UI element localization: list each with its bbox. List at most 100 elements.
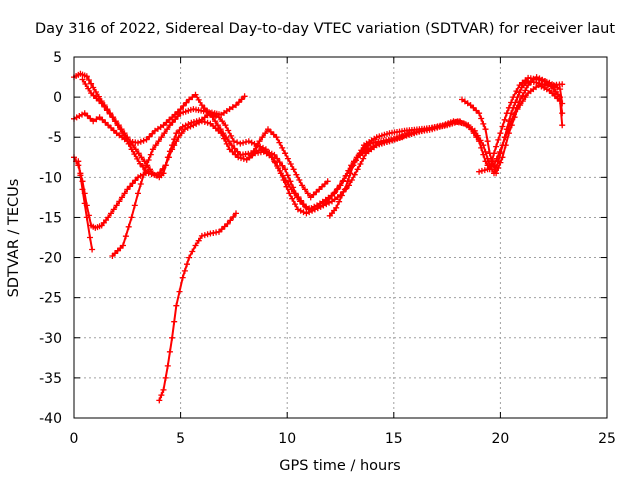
data-point [171, 142, 178, 149]
data-point [151, 171, 158, 178]
data-point [84, 112, 91, 119]
data-point [240, 139, 247, 146]
data-point [358, 147, 365, 154]
data-point [226, 106, 233, 113]
data-point [90, 84, 97, 91]
data-point [101, 103, 108, 110]
data-point [478, 115, 485, 122]
data-point [119, 194, 125, 201]
data-series [71, 70, 566, 404]
y-tick-label: -5 [48, 130, 62, 146]
data-point [347, 170, 354, 177]
data-point [120, 130, 126, 137]
data-point [481, 167, 488, 174]
data-point [274, 155, 281, 162]
data-point [476, 110, 483, 117]
data-point [311, 206, 318, 213]
data-point [557, 94, 564, 101]
data-point [85, 85, 92, 92]
series-arc-f [109, 93, 248, 259]
data-point [286, 190, 293, 197]
data-point [164, 126, 171, 133]
data-point [173, 138, 180, 145]
data-point [256, 138, 263, 145]
data-point [159, 165, 166, 172]
data-point [480, 151, 487, 158]
data-point [499, 154, 506, 161]
data-point [106, 110, 113, 117]
data-point [516, 89, 523, 96]
data-point [75, 158, 82, 165]
data-point [302, 186, 308, 193]
data-point [90, 118, 97, 125]
data-point [85, 77, 92, 83]
data-point [287, 178, 294, 185]
y-tick-label: -10 [39, 170, 62, 186]
data-point [460, 120, 467, 127]
data-point [130, 142, 136, 149]
data-point [310, 191, 317, 198]
data-point [468, 126, 475, 133]
data-point [121, 190, 128, 197]
data-point [135, 190, 141, 197]
data-point [135, 150, 142, 157]
data-point [176, 288, 183, 295]
chart-title: Day 316 of 2022, Sidereal Day-to-day VTE… [35, 21, 615, 37]
data-point [297, 207, 304, 214]
data-point [493, 143, 500, 150]
data-point [319, 183, 325, 190]
y-tick-label: 5 [53, 50, 62, 66]
data-point [166, 122, 173, 129]
data-point [293, 171, 300, 178]
data-point [482, 158, 489, 165]
data-point [277, 170, 284, 177]
data-point [204, 119, 211, 126]
data-point [143, 136, 150, 143]
data-point [399, 134, 406, 141]
data-point [501, 116, 508, 123]
data-point [176, 127, 183, 133]
data-point [228, 132, 235, 139]
data-point [131, 151, 138, 158]
data-point [224, 220, 231, 227]
data-point [192, 242, 199, 249]
data-point [233, 102, 239, 109]
data-point [283, 183, 290, 190]
data-point [77, 172, 84, 179]
data-point [354, 166, 361, 173]
data-point [326, 199, 333, 206]
data-point [122, 135, 129, 142]
x-tick-label: 0 [70, 431, 79, 447]
series-trace [158, 212, 237, 402]
data-point [81, 200, 88, 207]
data-point [198, 102, 205, 109]
data-point [218, 226, 225, 233]
data-point [357, 161, 364, 167]
data-point [306, 209, 313, 216]
data-point [112, 118, 118, 125]
data-point [120, 242, 126, 249]
data-point [175, 134, 182, 141]
data-point [186, 96, 193, 103]
data-point [162, 162, 169, 169]
data-point [499, 142, 506, 149]
data-point [505, 104, 512, 111]
data-point [348, 177, 355, 183]
data-point [235, 154, 242, 161]
data-point [82, 81, 89, 87]
data-point [238, 96, 245, 103]
data-point [83, 214, 90, 221]
data-point [139, 163, 146, 170]
data-point [282, 166, 289, 173]
data-point [79, 186, 86, 193]
series-trace [73, 80, 564, 211]
series-arc-k [476, 74, 566, 175]
data-point [536, 75, 543, 82]
data-point [259, 134, 266, 141]
data-point [321, 181, 328, 187]
data-point [497, 159, 504, 166]
data-point [333, 204, 340, 211]
y-tick-label: -20 [39, 251, 62, 267]
data-point [156, 397, 163, 404]
